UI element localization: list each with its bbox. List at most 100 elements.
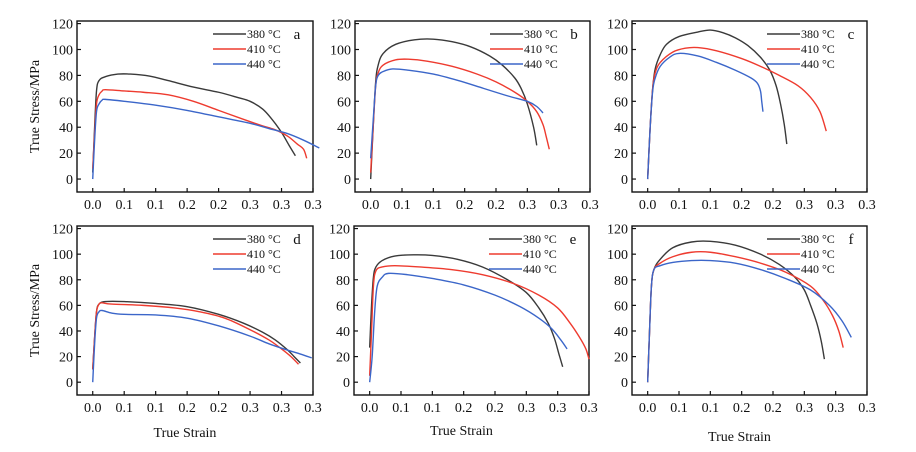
x-tick-label: 0.1 (702, 198, 720, 213)
plot-frame (631, 225, 868, 396)
x-axis-title: True Strain (154, 426, 217, 441)
x-tick-label: 0.3 (581, 198, 599, 213)
y-ticks: 0 20 40 60 80 100 120 (52, 223, 81, 391)
series-group (92, 300, 312, 383)
x-tick-label: 0.2 (178, 198, 196, 213)
plot-frame (353, 225, 590, 396)
series-line-440c (646, 52, 764, 180)
x-tick-label: 0.3 (858, 198, 876, 213)
series-line-440c (369, 68, 544, 159)
legend-label: 410 °C (801, 247, 835, 261)
x-ticks: 0.0 0.1 0.1 0.2 0.2 0.3 0.3 0.3 (639, 391, 876, 416)
y-tick-label: 0 (343, 376, 350, 391)
x-tick-label: 0.2 (764, 401, 782, 416)
x-tick-label: 0.3 (796, 198, 814, 213)
y-tick-label: 40 (59, 121, 73, 136)
x-tick-label: 0.3 (796, 401, 814, 416)
y-tick-label: 120 (52, 223, 73, 238)
x-tick-label: 0.3 (827, 198, 845, 213)
x-tick-label: 0.3 (580, 401, 598, 416)
x-tick-label: 0.3 (241, 198, 259, 213)
x-tick-label: 0.2 (210, 401, 228, 416)
y-tick-label: 0 (66, 376, 73, 391)
x-tick-label: 0.1 (670, 401, 688, 416)
x-tick-label: 0.3 (273, 401, 291, 416)
x-tick-label: 0.2 (178, 401, 196, 416)
panel-letter: d (293, 232, 301, 248)
x-tick-label: 0.3 (550, 198, 568, 213)
x-tick-label: 0.2 (486, 401, 504, 416)
y-tick-label: 60 (614, 95, 628, 110)
series-line-440c (92, 309, 312, 383)
series-line-410c (369, 58, 550, 173)
legend-label: 440 °C (523, 262, 557, 276)
x-tick-label: 0.0 (84, 198, 102, 213)
y-tick-label: 0 (621, 376, 628, 391)
legend-label: 440 °C (524, 57, 558, 71)
legend-label: 440 °C (247, 57, 281, 71)
series-group (368, 254, 590, 383)
y-tick-label: 100 (329, 248, 350, 263)
panel-b: 0.0 0.1 0.1 0.2 0.2 0.3 0.3 0.3 0 20 40 60 80 100 120… (330, 18, 599, 213)
x-ticks: 0.0 0.1 0.1 0.2 0.2 0.3 0.3 0.3 (84, 188, 322, 213)
x-ticks: 0.0 0.1 0.1 0.2 0.2 0.3 0.3 0.3 (361, 391, 598, 416)
x-tick-label: 0.1 (147, 198, 165, 213)
x-tick-label: 0.3 (304, 401, 322, 416)
y-ticks: 0 20 40 60 80 100 120 (607, 223, 636, 391)
legend-label: 380 °C (523, 232, 557, 246)
legend-label: 410 °C (247, 247, 281, 261)
y-tick-label: 20 (614, 351, 628, 366)
x-tick-label: 0.2 (487, 198, 505, 213)
series-line-410c (368, 264, 590, 376)
plot-frame (631, 20, 868, 193)
y-ticks: 0 20 40 60 80 100 120 (52, 18, 81, 188)
plot-frame (76, 20, 314, 193)
y-tick-label: 20 (59, 147, 73, 162)
x-tick-label: 0.1 (115, 401, 133, 416)
x-axis-title: True Strain (430, 424, 493, 439)
panel-letter: e (570, 232, 577, 248)
y-tick-label: 120 (330, 18, 351, 33)
x-ticks: 0.0 0.1 0.1 0.2 0.2 0.3 0.3 0.3 (84, 391, 322, 416)
y-tick-label: 40 (59, 325, 73, 340)
legend-label: 410 °C (247, 42, 281, 56)
y-tick-label: 20 (614, 147, 628, 162)
y-axis-title: True Stress/MPa (28, 59, 43, 153)
series-line-440c (646, 259, 852, 383)
plot-frame (76, 225, 314, 396)
legend-label: 380 °C (247, 232, 281, 246)
panel-a: 0.0 0.1 0.1 0.2 0.2 0.3 0.3 0.3 0 20 40 60 80 100 120… (28, 18, 322, 213)
series-line-380c (92, 73, 296, 173)
panel-letter: a (294, 27, 301, 43)
x-tick-label: 0.3 (304, 198, 322, 213)
x-tick-label: 0.0 (639, 198, 657, 213)
x-tick-label: 0.3 (858, 401, 876, 416)
y-tick-label: 60 (336, 299, 350, 314)
y-tick-label: 0 (344, 173, 351, 188)
y-ticks: 0 20 40 60 80 100 120 (329, 223, 358, 391)
legend-label: 410 °C (524, 42, 558, 56)
y-tick-label: 40 (336, 325, 350, 340)
y-tick-label: 100 (607, 44, 628, 59)
legend-label: 380 °C (524, 27, 558, 41)
x-tick-label: 0.0 (84, 401, 102, 416)
y-tick-label: 100 (330, 44, 351, 59)
y-tick-label: 40 (337, 121, 351, 136)
x-tick-label: 0.1 (702, 401, 720, 416)
x-tick-label: 0.1 (424, 401, 442, 416)
y-tick-label: 100 (52, 248, 73, 263)
x-tick-label: 0.0 (361, 401, 379, 416)
y-ticks: 0 20 40 60 80 100 120 (330, 18, 359, 188)
x-tick-label: 0.3 (273, 198, 291, 213)
series-group (646, 29, 827, 180)
x-ticks: 0.0 0.1 0.1 0.2 0.2 0.3 0.3 0.3 (639, 188, 876, 213)
x-tick-label: 0.1 (392, 401, 410, 416)
y-tick-label: 20 (59, 351, 73, 366)
y-tick-label: 80 (614, 69, 628, 84)
panel-letter: c (848, 27, 855, 43)
y-tick-label: 60 (337, 95, 351, 110)
x-tick-label: 0.1 (670, 198, 688, 213)
